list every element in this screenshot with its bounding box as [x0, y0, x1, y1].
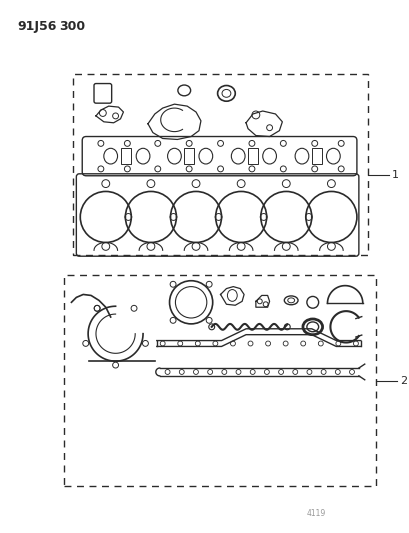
Bar	[311, 148, 321, 164]
Text: 4119: 4119	[306, 509, 325, 518]
Text: 91J56: 91J56	[18, 20, 57, 33]
Text: 1: 1	[391, 170, 398, 180]
Bar	[184, 148, 193, 164]
Bar	[121, 148, 131, 164]
Bar	[63, 275, 375, 486]
Text: 2: 2	[399, 376, 406, 386]
Bar	[73, 74, 367, 255]
Bar	[247, 148, 257, 164]
Text: 300: 300	[60, 20, 85, 33]
